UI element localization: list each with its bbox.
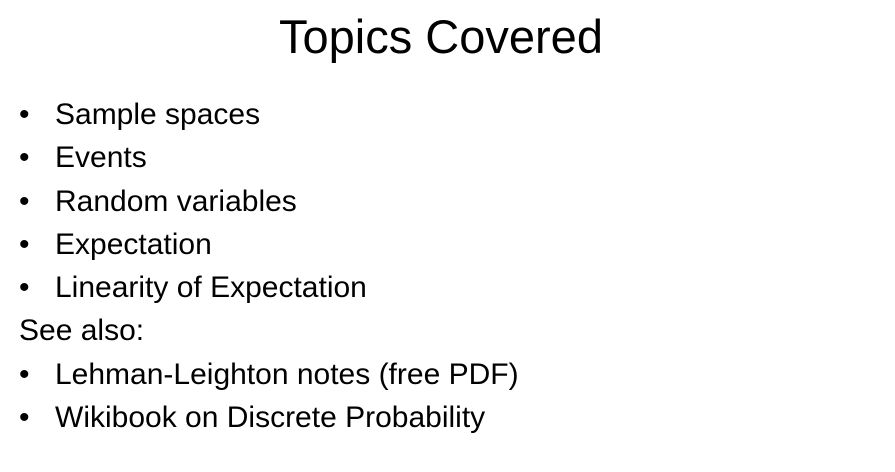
topic-item: • Events	[17, 136, 877, 179]
topic-item: • Sample spaces	[17, 93, 877, 136]
see-also-heading: See also:	[17, 309, 877, 352]
see-also-item-label: Wikibook on Discrete Probability	[55, 401, 486, 435]
topic-label: Expectation	[55, 227, 212, 261]
slide-title: Topics Covered	[279, 10, 603, 63]
topic-item: • Linearity of Expectation	[17, 266, 877, 309]
bullet-icon: •	[19, 271, 30, 305]
topic-item: • Random variables	[17, 180, 877, 223]
topic-label: Events	[55, 141, 147, 175]
bullet-icon: •	[19, 184, 30, 218]
bullet-icon: •	[19, 227, 30, 261]
topic-item: • Expectation	[17, 223, 877, 266]
see-also-item: • Lehman-Leighton notes (free PDF)	[17, 353, 877, 396]
see-also-item: • Wikibook on Discrete Probability	[17, 396, 877, 439]
bullet-icon: •	[19, 401, 30, 435]
bullet-icon: •	[19, 357, 30, 391]
topic-label: Random variables	[55, 184, 297, 218]
topic-label: Linearity of Expectation	[55, 271, 367, 305]
see-also-label: See also:	[19, 314, 145, 348]
slide-content: • Sample spaces • Events • Random variab…	[17, 93, 877, 439]
bullet-icon: •	[19, 141, 30, 175]
topic-label: Sample spaces	[55, 98, 261, 131]
bullet-icon: •	[19, 98, 30, 131]
see-also-item-label: Lehman-Leighton notes (free PDF)	[55, 357, 519, 391]
